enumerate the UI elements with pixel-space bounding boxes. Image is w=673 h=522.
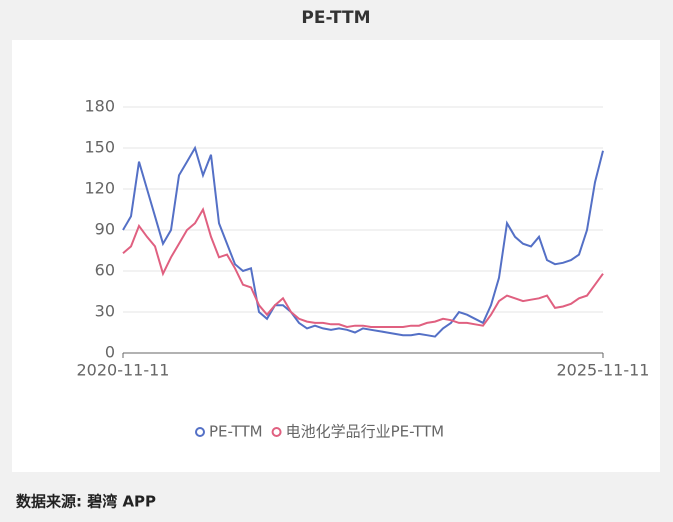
legend-marker: [195, 427, 205, 437]
y-tick-label: 90: [95, 220, 115, 239]
legend-label: PE-TTM: [209, 423, 263, 441]
y-tick-label: 30: [95, 302, 115, 321]
y-tick-label: 0: [105, 343, 115, 362]
y-tick-label: 120: [84, 179, 115, 198]
legend-marker: [271, 427, 282, 437]
legend-label: 电池化学品行业PE-TTM: [286, 423, 445, 441]
y-tick-label: 60: [95, 261, 115, 280]
chart-title: PE-TTM: [301, 8, 370, 28]
x-tick-label: 2020-11-11: [77, 361, 170, 380]
panel: [12, 40, 660, 472]
y-tick-label: 150: [84, 138, 115, 157]
series-line: [122, 206, 604, 329]
x-tick-label: 2025-11-11: [557, 361, 650, 380]
series-line: [122, 145, 604, 338]
footer: 数据来源: 碧湾 APP: [16, 493, 156, 511]
y-tick-label: 180: [84, 97, 115, 116]
